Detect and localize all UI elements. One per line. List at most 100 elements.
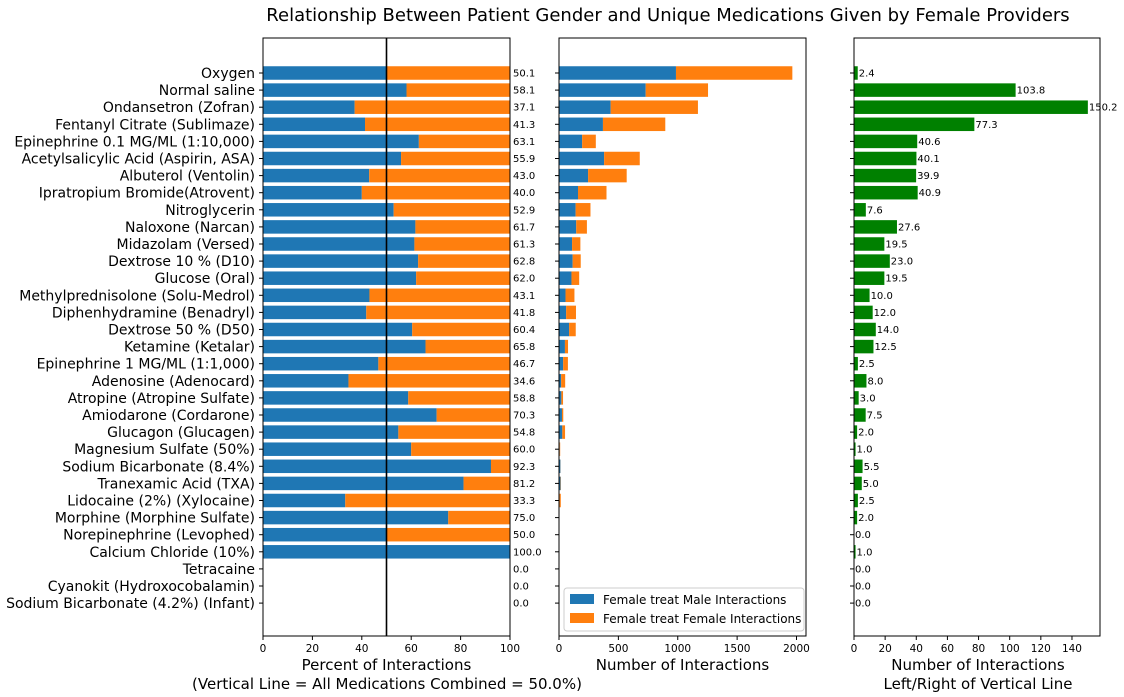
- data-label-percent: 58.1: [513, 86, 535, 97]
- bar-male-percent: [263, 254, 419, 268]
- bar-male-percent: [263, 117, 366, 132]
- bar-female-count: [675, 66, 793, 80]
- data-label-difference: 14.0: [877, 325, 899, 336]
- bar-male-percent: [263, 339, 426, 354]
- difference-panel-xtick-label: 20: [878, 643, 891, 655]
- bar-difference: [854, 391, 859, 405]
- bar-difference: [854, 66, 858, 80]
- bar-male-percent: [263, 203, 394, 217]
- data-label-difference: 0.0: [855, 599, 871, 610]
- bar-male-percent: [263, 442, 412, 456]
- percent-panel-xtick-label: 20: [306, 643, 319, 655]
- data-label-difference: 8.0: [867, 376, 883, 387]
- bar-male-percent: [263, 459, 491, 474]
- bar-male-count: [559, 254, 573, 268]
- bar-female-count: [562, 425, 566, 439]
- legend: Female treat Male Interactions Female tre…: [563, 587, 805, 632]
- percent-panel-xtick-label: 80: [454, 643, 467, 655]
- category-label: Norepinephrine (Levophed): [63, 528, 255, 544]
- category-label: Albuterol (Ventolin): [120, 169, 255, 185]
- bar-male-percent: [263, 237, 415, 251]
- bar-female-count: [559, 493, 561, 508]
- data-label-percent: 65.8: [513, 342, 535, 353]
- bar-female-percent: [418, 254, 510, 268]
- legend-swatch-male: [570, 594, 594, 604]
- data-label-percent: 60.0: [513, 445, 535, 456]
- data-label-difference: 77.3: [975, 120, 997, 131]
- bar-male-percent: [263, 220, 416, 234]
- bar-male-percent: [263, 425, 399, 439]
- data-label-difference: 10.0: [871, 291, 893, 302]
- bar-female-percent: [348, 374, 510, 388]
- data-label-difference: 19.5: [885, 274, 907, 285]
- category-label: Amiodarone (Cordarone): [82, 408, 255, 424]
- data-label-difference: 3.0: [860, 393, 876, 404]
- bar-female-percent: [425, 339, 510, 354]
- difference-panel-xtick-label: 140: [1062, 643, 1082, 655]
- legend-swatch-female: [570, 613, 594, 623]
- bar-male-percent: [263, 408, 437, 422]
- bar-male-percent: [263, 476, 464, 491]
- bar-male-count: [559, 237, 573, 251]
- bar-female-count: [561, 374, 566, 388]
- percent-panel-xtick-label: 40: [355, 643, 368, 655]
- bar-difference: [854, 442, 856, 456]
- bar-male-percent: [263, 374, 349, 388]
- bar-female-percent: [369, 288, 510, 303]
- category-label: Atropine (Atropine Sulfate): [68, 391, 255, 407]
- bar-male-count: [559, 83, 646, 97]
- category-label: Normal saline: [159, 83, 255, 99]
- bar-male-count: [559, 459, 561, 474]
- bar-female-percent: [378, 356, 510, 371]
- bar-female-count: [575, 203, 591, 217]
- bar-female-percent: [386, 66, 510, 80]
- bar-female-percent: [354, 100, 510, 114]
- data-label-difference: 7.5: [867, 411, 883, 422]
- data-label-percent: 43.0: [513, 171, 535, 182]
- bar-difference: [854, 220, 897, 234]
- data-label-difference: 0.0: [855, 530, 871, 541]
- percent-panel-xtick-label: 60: [405, 643, 418, 655]
- data-label-percent: 43.1: [513, 291, 535, 302]
- bar-female-percent: [345, 493, 510, 508]
- bar-difference: [854, 339, 874, 354]
- category-label: Cyanokit (Hydroxocobalamin): [48, 579, 255, 595]
- bar-female-percent: [365, 117, 510, 132]
- bar-female-percent: [448, 510, 510, 525]
- category-label: Diphenhydramine (Benadryl): [52, 305, 255, 321]
- data-label-difference: 40.6: [918, 137, 940, 148]
- data-label-percent: 0.0: [513, 582, 529, 593]
- bar-male-percent: [263, 151, 402, 166]
- bar-male-percent: [263, 83, 407, 97]
- bar-difference: [854, 545, 856, 559]
- data-label-difference: 2.5: [859, 359, 875, 370]
- data-label-difference: 2.0: [858, 428, 874, 439]
- x-axis-title: Percent of Interactions: [302, 656, 472, 674]
- bar-female-count: [572, 237, 581, 251]
- data-label-percent: 33.3: [513, 496, 535, 507]
- bar-difference: [854, 203, 866, 217]
- bar-female-count: [610, 100, 698, 114]
- bar-female-percent: [401, 151, 510, 166]
- bar-male-percent: [263, 527, 387, 542]
- bar-difference: [854, 83, 1016, 97]
- bar-male-count: [559, 220, 577, 234]
- bar-female-percent: [412, 322, 510, 337]
- bar-male-count: [559, 203, 576, 217]
- bar-female-count: [569, 322, 576, 337]
- data-label-difference: 40.1: [917, 154, 939, 165]
- category-label: Epinephrine 1 MG/ML (1:1,000): [37, 357, 255, 373]
- bar-female-percent: [366, 305, 510, 320]
- data-label-difference: 2.4: [859, 69, 875, 80]
- data-label-percent: 52.9: [513, 205, 535, 216]
- bar-male-percent: [263, 168, 370, 183]
- category-label: Morphine (Morphine Sulfate): [55, 511, 255, 527]
- bar-male-percent: [263, 134, 419, 149]
- bar-male-percent: [263, 493, 346, 508]
- bar-male-count: [559, 476, 561, 491]
- bar-male-count: [559, 66, 676, 80]
- percent-panel-xtick-label: 0: [260, 643, 267, 655]
- bar-male-percent: [263, 391, 409, 405]
- difference-panel-xtick-label: 120: [1031, 643, 1051, 655]
